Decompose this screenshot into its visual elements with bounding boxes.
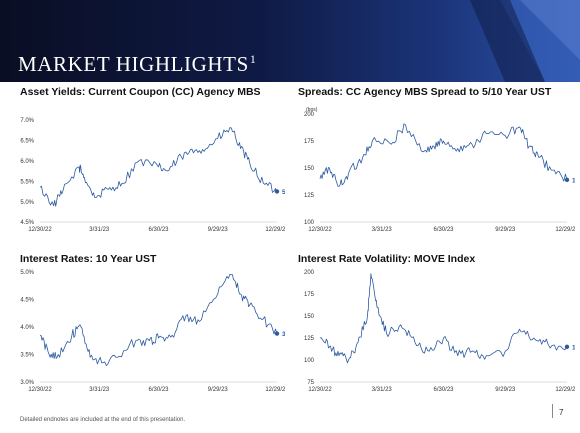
chart-move-index: 75 100 125 150 175 200 12/30/22 3/31/23 6/30/23 9… bbox=[290, 264, 580, 399]
end-point-marker bbox=[274, 189, 280, 194]
y-tick-label: 150 bbox=[304, 314, 315, 320]
x-tick-label: 6/30/23 bbox=[433, 227, 454, 233]
chart-svg: 75 100 125 150 175 200 12/30/22 3/31/23 6/30/23 9… bbox=[304, 270, 580, 393]
y-tick-label: 4.5% bbox=[20, 298, 34, 304]
header-banner: MARKET HIGHLIGHTS1 bbox=[0, 0, 580, 82]
chart-interest-rates: 3.0% 3.5% 4.0% 4.5% 5.0% 12/30/22 3/31/23 6/30/… bbox=[0, 264, 300, 399]
x-tick-label: 12/30/22 bbox=[308, 387, 332, 393]
y-tick-label: 200 bbox=[304, 270, 315, 276]
end-point-marker bbox=[564, 344, 570, 349]
series-line bbox=[39, 273, 278, 367]
end-value-label: 139 bbox=[572, 177, 575, 184]
end-point-marker bbox=[274, 331, 280, 336]
y-tick-label: 5.5% bbox=[20, 179, 34, 185]
footnote: Detailed endnotes are included at the en… bbox=[20, 417, 186, 423]
series-line bbox=[319, 273, 568, 364]
y-tick-label: 7.0% bbox=[20, 118, 34, 124]
x-tick-label: 12/29/23 bbox=[555, 227, 575, 233]
y-tick-label: 125 bbox=[304, 336, 315, 342]
chart-title-spreads: Spreads: CC Agency MBS Spread to 5/10 Ye… bbox=[298, 86, 552, 98]
y-tick-label: 6.0% bbox=[20, 159, 34, 165]
chart-svg: 100 125 150 175 200 12/30/22 3/31/23 6/30/23 9/2… bbox=[304, 107, 580, 233]
y-tick-label: 75 bbox=[307, 380, 314, 386]
page-number-divider bbox=[552, 404, 553, 418]
chart-svg: 3.0% 3.5% 4.0% 4.5% 5.0% 12/30/22 3/31/23 6/30/… bbox=[20, 270, 300, 393]
y-tick-label: 5.0% bbox=[20, 200, 34, 206]
y-axis-unit-label: (bps) bbox=[306, 107, 318, 113]
end-value-label: 3.88% bbox=[282, 331, 285, 338]
title-footnote-marker: 1 bbox=[249, 52, 257, 66]
y-tick-label: 4.5% bbox=[20, 220, 34, 226]
y-tick-label: 125 bbox=[304, 193, 315, 199]
chart-asset-yields: 4.5% 5.0% 5.5% 6.0% 6.5% 7.0% 12/30/22 3/31/23 6… bbox=[0, 114, 300, 239]
y-tick-label: 6.5% bbox=[20, 139, 34, 145]
x-tick-label: 3/31/23 bbox=[372, 387, 393, 393]
page-title: MARKET HIGHLIGHTS1 bbox=[18, 52, 257, 76]
x-tick-label: 6/30/23 bbox=[148, 387, 169, 393]
x-tick-label: 12/29/23 bbox=[555, 387, 575, 393]
series-line bbox=[39, 127, 278, 207]
end-value-label: 5.25% bbox=[282, 189, 285, 196]
end-value-label: 115 bbox=[572, 344, 575, 351]
end-point-marker bbox=[564, 177, 570, 183]
x-tick-label: 9/29/23 bbox=[208, 227, 229, 233]
x-tick-label: 9/29/23 bbox=[495, 387, 516, 393]
x-tick-label: 6/30/23 bbox=[148, 227, 169, 233]
page-number: 7 bbox=[559, 408, 564, 417]
x-tick-label: 12/29/23 bbox=[265, 227, 285, 233]
y-tick-label: 175 bbox=[304, 292, 315, 298]
series-line bbox=[319, 123, 568, 187]
y-tick-label: 175 bbox=[304, 139, 315, 145]
y-tick-label: 3.0% bbox=[20, 380, 34, 386]
banner-logo-icon bbox=[470, 0, 580, 82]
x-tick-label: 3/31/23 bbox=[89, 387, 110, 393]
x-tick-label: 3/31/23 bbox=[372, 227, 393, 233]
y-tick-label: 150 bbox=[304, 166, 315, 172]
y-tick-label: 100 bbox=[304, 358, 315, 364]
y-tick-label: 5.0% bbox=[20, 270, 34, 276]
y-tick-label: 100 bbox=[304, 220, 315, 226]
chart-spreads: 100 125 150 175 200 12/30/22 3/31/23 6/30/23 9/2… bbox=[290, 104, 580, 239]
chart-title-move-index: Interest Rate Volatility: MOVE Index bbox=[298, 253, 476, 265]
chart-title-asset-yields: Asset Yields: Current Coupon (CC) Agency… bbox=[20, 86, 261, 98]
y-tick-label: 3.5% bbox=[20, 353, 34, 359]
x-tick-label: 9/29/23 bbox=[495, 227, 516, 233]
x-tick-label: 12/30/22 bbox=[28, 227, 52, 233]
x-tick-label: 6/30/23 bbox=[433, 387, 454, 393]
chart-svg: 4.5% 5.0% 5.5% 6.0% 6.5% 7.0% 12/30/22 3/31/23 6… bbox=[20, 118, 300, 233]
x-tick-label: 12/29/23 bbox=[265, 387, 285, 393]
x-tick-label: 9/29/23 bbox=[208, 387, 229, 393]
y-tick-label: 4.0% bbox=[20, 325, 34, 331]
x-tick-label: 3/31/23 bbox=[89, 227, 110, 233]
y-tick-label: 200 bbox=[304, 112, 315, 118]
x-tick-label: 12/30/22 bbox=[28, 387, 52, 393]
x-tick-label: 12/30/22 bbox=[308, 227, 332, 233]
chart-title-interest-rates: Interest Rates: 10 Year UST bbox=[20, 253, 157, 265]
